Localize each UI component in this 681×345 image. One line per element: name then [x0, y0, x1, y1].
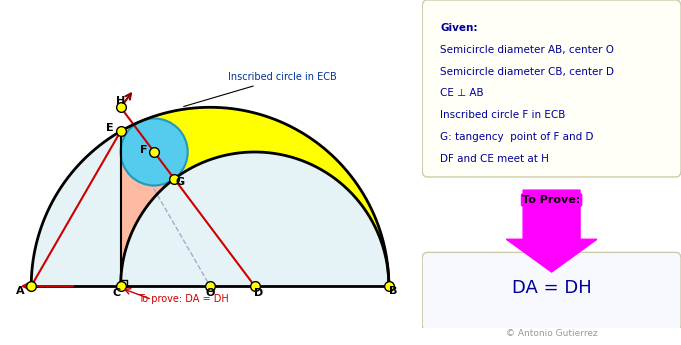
Text: C: C — [112, 288, 121, 298]
Text: G: tangency  point of F and D: G: tangency point of F and D — [441, 132, 594, 142]
FancyBboxPatch shape — [422, 0, 681, 177]
Text: E: E — [106, 123, 114, 133]
Polygon shape — [31, 107, 389, 286]
Text: B: B — [389, 286, 398, 296]
Text: G: G — [175, 177, 184, 187]
FancyArrow shape — [506, 190, 597, 272]
Text: O: O — [206, 288, 215, 298]
Text: DF and CE meet at H: DF and CE meet at H — [441, 154, 549, 164]
Text: DA = DH: DA = DH — [511, 279, 592, 297]
Polygon shape — [121, 131, 174, 286]
Text: CE ⊥ AB: CE ⊥ AB — [441, 89, 484, 98]
Text: A: A — [16, 286, 25, 296]
Text: Semicircle diameter AB, center O: Semicircle diameter AB, center O — [441, 45, 614, 55]
Text: To Prove:: To Prove: — [522, 195, 581, 205]
Text: Inscribed circle in ECB: Inscribed circle in ECB — [184, 72, 336, 107]
Text: Semicircle diameter CB, center D: Semicircle diameter CB, center D — [441, 67, 614, 77]
Text: Given:: Given: — [441, 23, 478, 33]
Text: © Antonio Gutierrez: © Antonio Gutierrez — [506, 328, 597, 337]
Text: To prove: DA = DH: To prove: DA = DH — [138, 294, 229, 304]
Text: F: F — [140, 145, 147, 155]
Polygon shape — [121, 107, 389, 286]
Text: H: H — [116, 96, 125, 106]
FancyBboxPatch shape — [422, 253, 681, 331]
Circle shape — [121, 118, 188, 186]
Text: Inscribed circle F in ECB: Inscribed circle F in ECB — [441, 110, 566, 120]
Text: D: D — [254, 288, 263, 298]
